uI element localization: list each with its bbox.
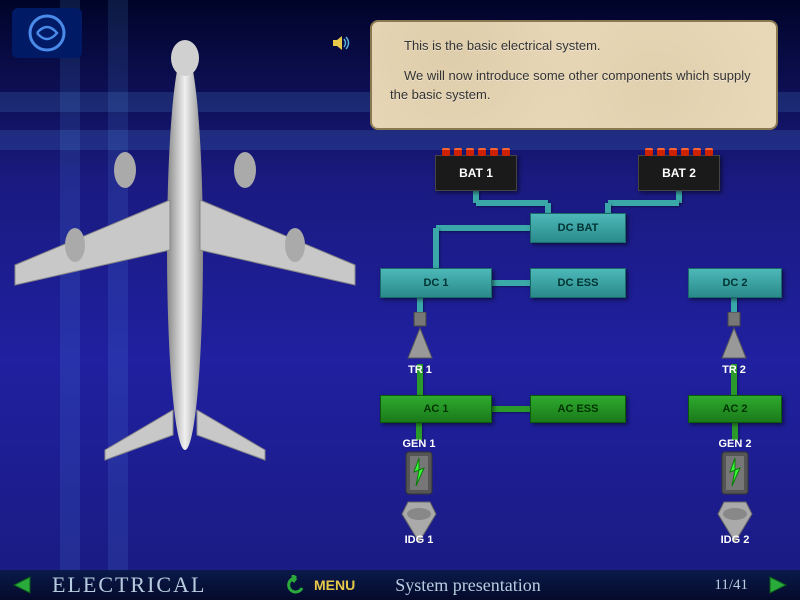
node-dcbat: DC BAT xyxy=(530,213,626,243)
prev-button[interactable] xyxy=(10,575,34,595)
node-dc2: DC 2 xyxy=(688,268,782,298)
electrical-diagram: BAT 1 BAT 2 DC BAT DC 1 DC ESS DC 2 TR 1 TR 2 AC… xyxy=(370,140,790,560)
system-title: ELECTRICAL xyxy=(52,572,282,598)
node-ac1: AC 1 xyxy=(380,395,492,423)
wire-bat1-dcbat xyxy=(476,200,548,206)
caption-line1: This is the basic electrical system. xyxy=(390,36,758,56)
next-button[interactable] xyxy=(766,575,790,595)
node-idg2: IDG 2 xyxy=(712,500,758,549)
label-idg1: IDG 1 xyxy=(396,534,442,546)
node-tr1: TR 1 xyxy=(406,312,434,369)
node-gen1: GEN 1 xyxy=(402,440,436,503)
node-ac2: AC 2 xyxy=(688,395,782,423)
label-gen2: GEN 2 xyxy=(714,438,756,450)
label-gen1: GEN 1 xyxy=(398,438,440,450)
node-bat1: BAT 1 xyxy=(435,155,517,191)
wire-dc2-tr2 xyxy=(731,298,737,312)
wire-dc1-tr1 xyxy=(417,298,423,312)
caption-line2: We will now introduce some other compone… xyxy=(390,66,758,105)
menu-back-icon[interactable] xyxy=(282,575,306,595)
wire-bat1-dcbat xyxy=(545,203,551,213)
label-tr2: TR 2 xyxy=(716,364,752,376)
node-dcess: DC ESS xyxy=(530,268,626,298)
wire-bat2-dcbat xyxy=(605,203,611,213)
page-subtitle: System presentation xyxy=(395,575,714,596)
caption-box: This is the basic electrical system. We … xyxy=(370,20,778,130)
node-tr2: TR 2 xyxy=(720,312,748,369)
footer-bar: ELECTRICAL MENU System presentation 11/4… xyxy=(0,570,800,600)
airplane-graphic xyxy=(5,40,365,470)
wire-bat2-dcbat xyxy=(608,200,679,206)
node-acess: AC ESS xyxy=(530,395,626,423)
label-idg2: IDG 2 xyxy=(712,534,758,546)
menu-button[interactable]: MENU xyxy=(314,577,355,593)
page-counter: 11/41 xyxy=(714,577,748,594)
wire-dc1-dcess xyxy=(492,280,530,286)
wire-dcbat-dc1 xyxy=(436,225,530,231)
node-bat2: BAT 2 xyxy=(638,155,720,191)
node-dc1: DC 1 xyxy=(380,268,492,298)
node-idg1: IDG 1 xyxy=(396,500,442,549)
wire-ac1-acess xyxy=(492,406,530,412)
wire-dcbat-dc1 xyxy=(433,228,439,268)
label-tr1: TR 1 xyxy=(402,364,438,376)
node-gen2: GEN 2 xyxy=(718,440,752,503)
